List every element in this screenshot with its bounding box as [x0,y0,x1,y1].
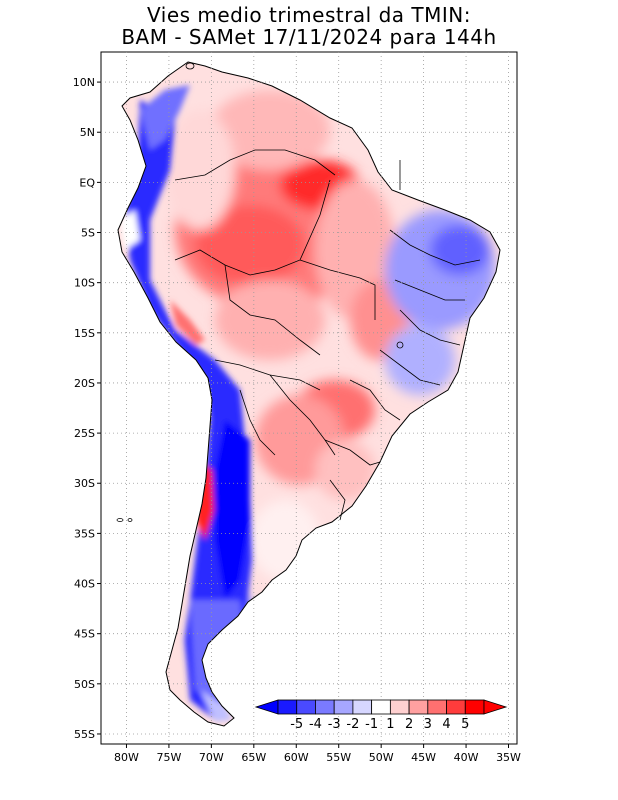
colorbar-swatch [296,699,316,715]
lat-tick-label: 50S [74,678,95,691]
lat-tick-label: 25S [74,427,95,440]
colorbar-label: 3 [424,717,432,732]
map-title-line-2: BAM - SAMet 17/11/2024 para 144h [121,25,497,49]
colorbar-label: 4 [442,717,450,732]
colorbar-swatch [315,699,335,715]
lon-tick-label: 45W [411,751,436,764]
lat-tick-label: 35S [74,527,95,540]
grid-lines [101,52,517,744]
lon-tick-label: 70W [199,751,224,764]
lat-tick-label: 30S [74,477,95,490]
lon-tick-label: 65W [241,751,266,764]
colorbar-label: 1 [386,717,394,732]
colorbar-label: -4 [309,717,322,732]
lon-tick-label: 35W [496,751,521,764]
lat-tick-label: 45S [74,628,95,641]
colorbar-swatch [427,699,447,715]
colorbar-swatch [352,699,373,715]
colorbar-label: 2 [405,717,413,732]
colorbar-label: 5 [461,717,469,732]
lon-tick-label: 60W [284,751,309,764]
lat-tick-label: 15S [74,327,95,340]
lat-tick-label: 10S [74,277,95,290]
colorbar-swatch [464,699,485,715]
lat-tick-label: 5S [81,227,95,240]
lat-tick-label: 55S [74,728,95,741]
lon-tick-label: 55W [326,751,351,764]
colorbar-swatch [408,699,429,715]
lon-tick-label: 40W [454,751,479,764]
lat-tick-label: 5N [80,126,95,139]
lon-tick-label: 50W [369,751,394,764]
lon-tick-label: 75W [156,751,181,764]
lat-tick-label: 10N [73,76,95,89]
lat-tick-label: 40S [74,578,95,591]
lon-tick-label: 80W [114,751,139,764]
colorbar-label: -5 [290,717,303,732]
colorbar-over-arrow [483,699,508,715]
colorbar-swatch [389,699,410,715]
colorbar-label: -1 [365,717,378,732]
colorbar-label: -3 [328,717,341,732]
latitude-labels: 10N 5N EQ 5S 10S 15S 20S 25S 30S 35S 40S 45S 50S 55S [73,76,96,741]
coastline [117,61,501,727]
longitude-labels: 80W 75W 70W 65W 60W 55W 50W 45W 40W 35W [114,751,521,764]
colorbar: -5 -4 -3 -2 -1 1 2 3 4 5 [254,699,508,732]
map-title-line-1: Vies medio trimestral da TMIN: [147,3,471,27]
country-borders [174,149,481,521]
colorbar-swatch [371,699,391,715]
axis-ticks [97,81,510,748]
colorbar-swatch [333,699,354,715]
lat-tick-label: EQ [79,176,95,189]
lat-tick-label: 20S [74,377,95,390]
islands [116,62,404,522]
colorbar-swatch [277,699,298,715]
colorbar-swatch [446,699,466,715]
colorbar-label: -2 [346,717,359,732]
